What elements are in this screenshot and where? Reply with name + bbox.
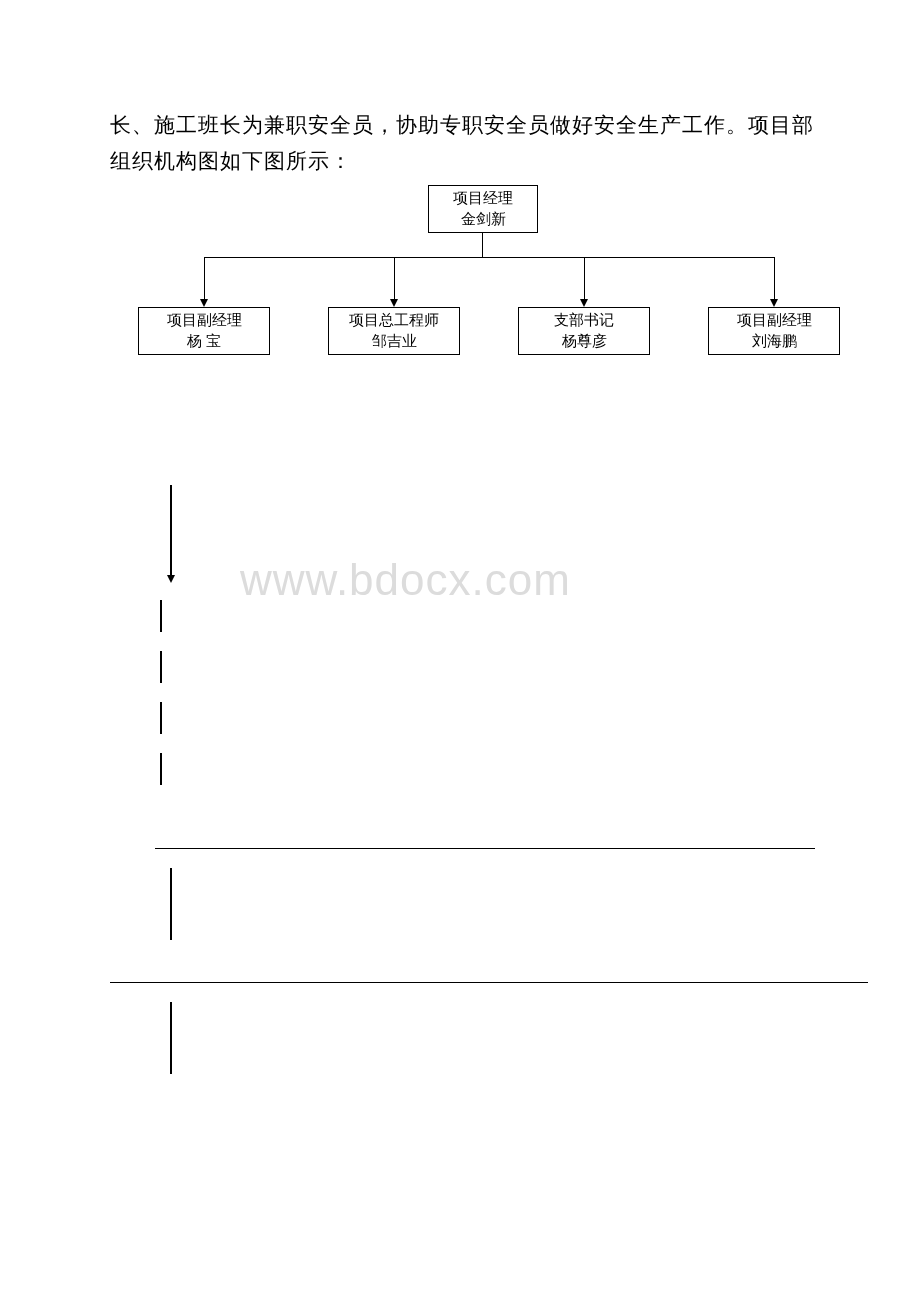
connector-line — [482, 233, 483, 257]
stray-vertical-mark — [160, 651, 162, 683]
stray-vertical-mark — [160, 702, 162, 734]
arrowhead-icon — [200, 299, 208, 307]
arrowhead-icon — [167, 575, 175, 583]
stray-vertical-mark — [160, 753, 162, 785]
org-child-name: 杨尊彦 — [562, 331, 607, 352]
stray-vertical-mark — [170, 868, 172, 940]
watermark-text: www.bdocx.com — [240, 555, 571, 605]
org-child-title: 支部书记 — [554, 310, 614, 331]
stray-vertical-mark — [160, 600, 162, 632]
org-root-title: 项目经理 — [453, 188, 513, 209]
stray-vertical-mark — [170, 1002, 172, 1074]
arrowhead-icon — [390, 299, 398, 307]
org-child-name: 杨 宝 — [187, 331, 221, 352]
org-child-node: 项目副经理刘海鹏 — [708, 307, 840, 355]
org-child-node: 支部书记杨尊彦 — [518, 307, 650, 355]
connector-line — [774, 257, 775, 299]
arrowhead-icon — [770, 299, 778, 307]
body-paragraph: 长、施工班长为兼职安全员，协助专职安全员做好安全生产工作。项目部组织机构图如下图… — [110, 108, 822, 179]
stray-arrow-line — [170, 485, 172, 575]
connector-line — [204, 257, 774, 258]
org-child-name: 刘海鹏 — [752, 331, 797, 352]
connector-line — [584, 257, 585, 299]
org-child-title: 项目副经理 — [737, 310, 812, 331]
org-root-name: 金剑新 — [461, 209, 506, 230]
org-child-node: 项目总工程师邹吉业 — [328, 307, 460, 355]
org-child-node: 项目副经理杨 宝 — [138, 307, 270, 355]
org-child-title: 项目副经理 — [167, 310, 242, 331]
horizontal-rule — [155, 848, 815, 849]
org-child-title: 项目总工程师 — [349, 310, 439, 331]
arrowhead-icon — [580, 299, 588, 307]
org-root-node: 项目经理 金剑新 — [428, 185, 538, 233]
org-chart: 项目经理 金剑新 项目副经理杨 宝项目总工程师邹吉业支部书记杨尊彦项目副经理刘海… — [110, 185, 864, 375]
horizontal-rule — [110, 982, 868, 983]
connector-line — [204, 257, 205, 299]
org-child-name: 邹吉业 — [372, 331, 417, 352]
connector-line — [394, 257, 395, 299]
